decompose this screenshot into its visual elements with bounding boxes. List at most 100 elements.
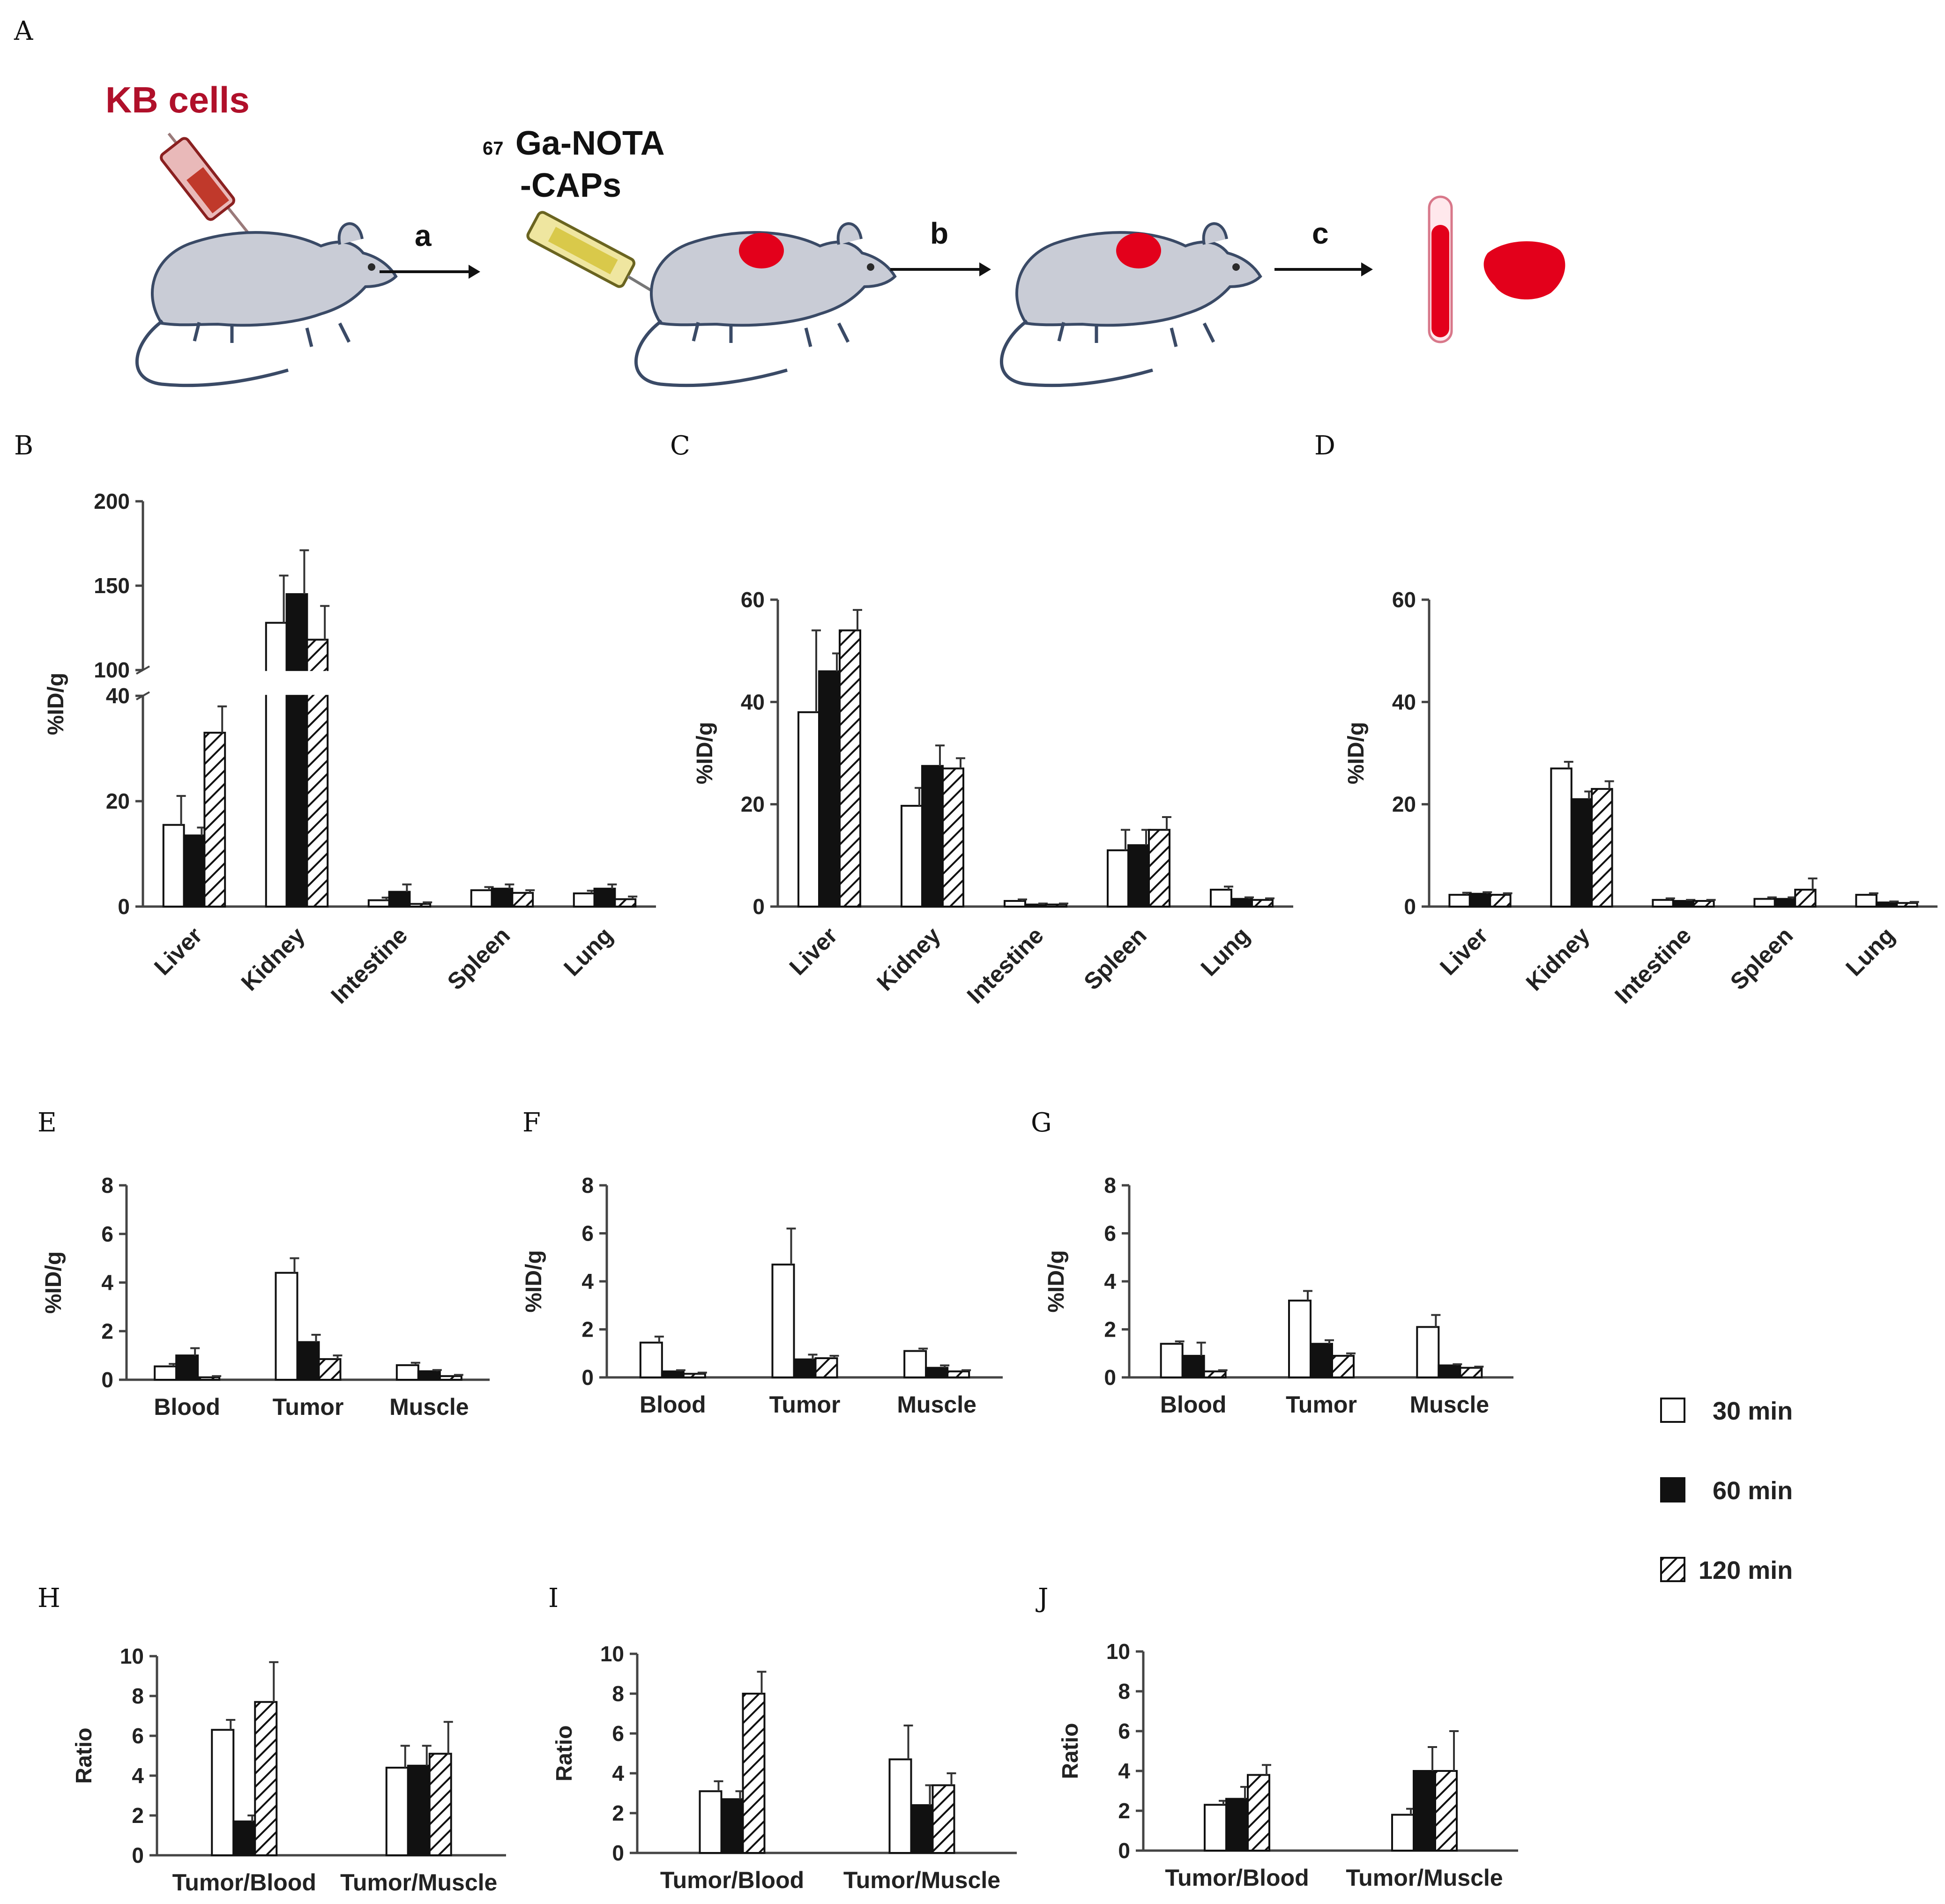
bar <box>921 765 944 907</box>
legend-swatch-30 <box>1660 1398 1685 1423</box>
category-label: Tumor/Muscle <box>843 1867 1000 1893</box>
y-tick-label: 20 <box>1392 792 1416 817</box>
y-tick-label: 4 <box>1104 1269 1116 1294</box>
panel-label-d: D <box>1314 431 1335 461</box>
legend-label-120: 120 min <box>1699 1556 1793 1584</box>
y-tick-label: 20 <box>106 789 130 813</box>
chart-h: 0 2 4 6 8 10 Ratio Tumor/Blood Tumor/Muscle <box>72 1644 506 1896</box>
category-label: Tumor/Blood <box>660 1867 804 1893</box>
category-label: Liver <box>1435 922 1493 980</box>
y-tick-label: 2 <box>612 1801 624 1825</box>
y-tick-label: 0 <box>753 894 765 919</box>
y-tick-label: 0 <box>1404 894 1416 919</box>
bar <box>1692 900 1715 908</box>
y-tick-label: 4 <box>101 1271 113 1295</box>
y-tick-label: 4 <box>612 1761 624 1785</box>
bar <box>797 711 820 907</box>
category-label: Liver <box>784 922 842 980</box>
panel-label-g: G <box>1031 1108 1052 1138</box>
bar <box>254 1701 278 1856</box>
category-label: Muscle <box>1410 1391 1490 1418</box>
bar-break-gap <box>253 671 341 695</box>
bar <box>910 1804 934 1854</box>
category-label: Lung <box>1841 922 1900 981</box>
y-tick-label: 4 <box>581 1269 594 1294</box>
bar <box>1181 1354 1205 1378</box>
bar <box>1225 1798 1249 1852</box>
y-axis-title: %ID/g <box>522 1250 546 1312</box>
bar <box>901 804 923 907</box>
y-tick-label: 0 <box>1104 1365 1116 1390</box>
category-label: Lung <box>1196 922 1255 981</box>
arrow-b-icon <box>979 262 991 276</box>
bar <box>296 1341 320 1381</box>
category-label: Spleen <box>1079 922 1152 995</box>
bar <box>1591 788 1613 907</box>
bar <box>903 1350 927 1378</box>
y-axis-title: %ID/g <box>693 722 717 784</box>
y-axis-title: %ID/g <box>41 1251 66 1314</box>
bar <box>593 887 616 907</box>
panel-label-i: I <box>548 1583 559 1614</box>
bar <box>1127 844 1150 907</box>
bar <box>1004 900 1026 908</box>
y-tick-label: 60 <box>1392 588 1416 612</box>
y-tick-label: 200 <box>94 489 130 513</box>
bar <box>614 898 637 907</box>
y-tick-label: 6 <box>581 1221 594 1246</box>
bar <box>417 1370 441 1381</box>
y-axis-title: %ID/g <box>1344 722 1369 784</box>
y-axis-title: %ID/g <box>1044 1250 1069 1312</box>
tumor-3-icon <box>1116 233 1161 268</box>
bar <box>511 892 534 907</box>
category-label: Intestine <box>1610 922 1696 1009</box>
y-tick-label: 8 <box>132 1684 144 1708</box>
bar <box>1413 1770 1436 1852</box>
step-a-label: a <box>415 219 432 253</box>
bar <box>1160 1343 1184 1378</box>
y-tick-label: 2 <box>581 1317 594 1342</box>
bar <box>1570 798 1593 907</box>
category-label: Liver <box>149 922 207 980</box>
tumor-2-icon <box>739 233 784 268</box>
bar <box>1230 898 1253 907</box>
bar <box>925 1367 949 1378</box>
bar <box>203 731 226 908</box>
category-label: Kidney <box>236 922 310 996</box>
category-label: Blood <box>1160 1391 1227 1418</box>
chart-d: 0 20 40 60 %ID/g Liver Kidney Intestine Spleen Lu… <box>1344 588 1938 1009</box>
bar <box>839 629 861 907</box>
bar <box>699 1790 723 1854</box>
scheme-panel: A KB cells a 67 Ga-NOTA -CAPs b c <box>14 16 1565 386</box>
category-label: Muscle <box>389 1394 469 1420</box>
y-tick-label: 8 <box>612 1681 624 1706</box>
legend-swatch-120 <box>1660 1557 1685 1582</box>
bar <box>1896 902 1918 907</box>
bar <box>388 891 411 908</box>
y-tick-label: 0 <box>101 1368 113 1392</box>
y-tick-label: 0 <box>118 894 130 919</box>
bar <box>470 889 493 908</box>
excised-tumor-icon <box>1483 241 1565 300</box>
bar <box>407 1764 431 1856</box>
category-label: Tumor <box>769 1391 841 1418</box>
bar <box>395 1364 419 1381</box>
bar <box>742 1693 766 1854</box>
bar <box>1416 1326 1440 1378</box>
syringe-red-icon <box>160 133 254 240</box>
bar <box>771 1264 795 1378</box>
bar <box>793 1358 817 1378</box>
blood-tube-icon <box>1428 195 1453 343</box>
bar <box>197 1376 221 1381</box>
bar <box>573 892 596 907</box>
bar <box>1489 893 1512 908</box>
y-tick-label: 40 <box>1392 690 1416 714</box>
y-tick-label: 8 <box>101 1173 113 1197</box>
bar <box>720 1798 744 1854</box>
chart-f: 0 2 4 6 8 %ID/g Blood Tumor Muscle <box>522 1173 1003 1418</box>
category-label: Intestine <box>326 922 412 1009</box>
chart-j: 0 2 4 6 8 10 Ratio Tumor/Blood Tumor/Muscle <box>1058 1639 1518 1891</box>
bar <box>367 899 390 907</box>
category-label: Blood <box>154 1394 220 1420</box>
bar <box>318 1358 342 1381</box>
